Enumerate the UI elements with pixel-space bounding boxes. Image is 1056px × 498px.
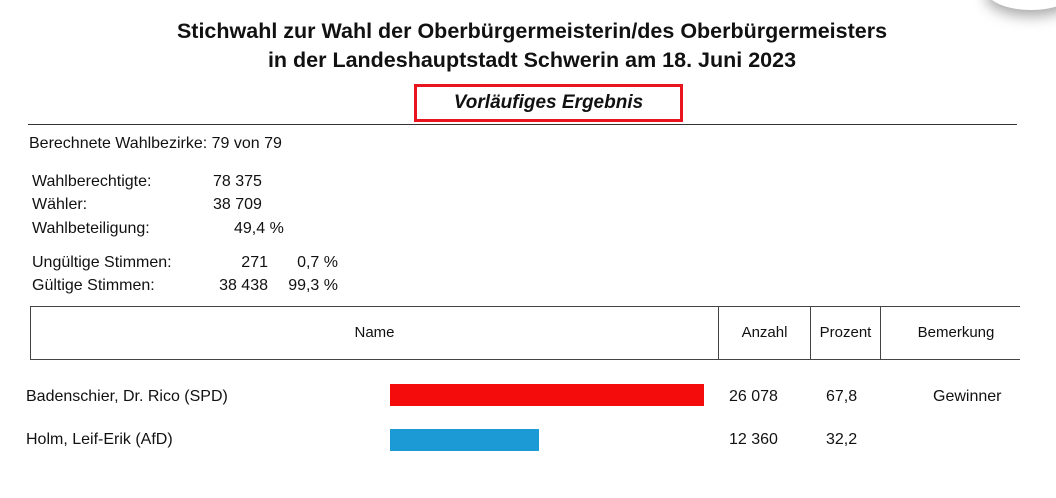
vote-percent: 67,8 (826, 388, 858, 405)
status-badge: Vorläufiges Ergebnis (414, 84, 683, 122)
turnout-value: 49,4 % (234, 220, 284, 237)
vote-share-bar (390, 429, 539, 451)
column-header-name: Name (31, 307, 719, 359)
valid-votes-percent: 99,3 % (288, 277, 338, 294)
vote-count: 12 360 (729, 431, 778, 448)
header-divider (28, 124, 1017, 125)
candidate-name: Holm, Leif-Erik (AfD) (26, 431, 173, 448)
page-title-line-1: Stichwahl zur Wahl der Oberbürgermeister… (176, 19, 888, 43)
page-title-line-2: in der Landeshauptstadt Schwerin am 18. … (267, 48, 797, 72)
column-header-count: Anzahl (719, 307, 811, 359)
districts-counted: Berechnete Wahlbezirke: 79 von 79 (29, 135, 282, 152)
vote-percent: 32,2 (826, 431, 858, 448)
eligible-voters-label: Wahlberechtigte: (32, 173, 152, 190)
vote-count: 26 078 (729, 388, 778, 405)
valid-votes-label: Gültige Stimmen: (32, 277, 155, 294)
column-header-percent: Prozent (811, 307, 881, 359)
column-header-remark: Bemerkung (917, 324, 995, 341)
invalid-votes-count: 271 (241, 254, 268, 271)
invalid-votes-label: Ungültige Stimmen: (32, 254, 172, 271)
eligible-voters-value: 78 375 (213, 173, 262, 190)
voters-value: 38 709 (213, 196, 262, 213)
candidate-name: Badenschier, Dr. Rico (SPD) (26, 388, 228, 405)
valid-votes-count: 38 438 (219, 277, 268, 294)
turnout-label: Wahlbeteiligung: (32, 220, 150, 237)
voters-label: Wähler: (32, 196, 88, 213)
invalid-votes-percent: 0,7 % (297, 254, 338, 271)
vote-share-bar (390, 384, 704, 406)
results-table-header: Name Anzahl Prozent Bemerkung (30, 306, 1020, 360)
remark-winner: Gewinner (933, 388, 1002, 405)
window-corner-shadow (986, 0, 1056, 10)
